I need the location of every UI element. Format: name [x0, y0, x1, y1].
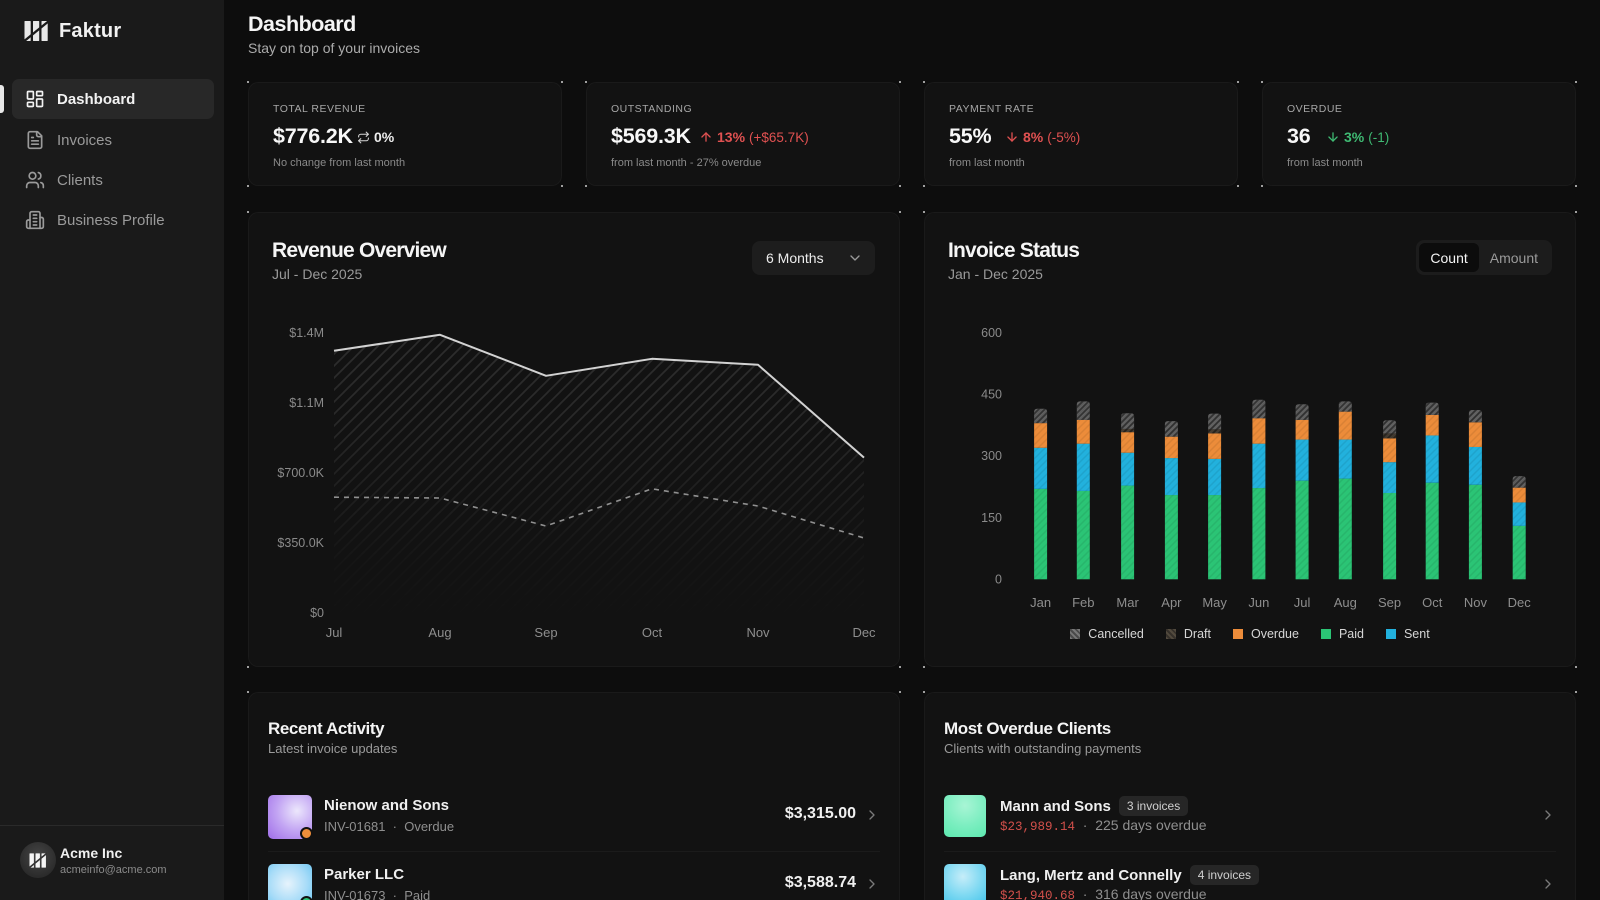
svg-text:$1.1M: $1.1M	[289, 396, 324, 410]
svg-text:Jan: Jan	[1030, 595, 1051, 610]
svg-text:Sep: Sep	[1378, 595, 1401, 610]
svg-text:Dec: Dec	[1508, 595, 1532, 610]
svg-text:Aug: Aug	[428, 625, 451, 640]
svg-text:Aug: Aug	[1334, 595, 1357, 610]
svg-text:150: 150	[981, 511, 1002, 525]
svg-text:Feb: Feb	[1072, 595, 1094, 610]
svg-text:Jul: Jul	[1294, 595, 1311, 610]
svg-text:Mar: Mar	[1116, 595, 1139, 610]
svg-text:600: 600	[981, 326, 1002, 340]
svg-text:$1.4M: $1.4M	[289, 326, 324, 340]
svg-text:450: 450	[981, 388, 1002, 402]
svg-text:$0: $0	[310, 606, 324, 620]
svg-text:Nov: Nov	[746, 625, 770, 640]
svg-text:Oct: Oct	[642, 625, 663, 640]
svg-text:Jun: Jun	[1248, 595, 1269, 610]
svg-text:Nov: Nov	[1464, 595, 1488, 610]
svg-text:0: 0	[995, 573, 1002, 587]
svg-text:Sep: Sep	[534, 625, 557, 640]
svg-text:$700.0K: $700.0K	[277, 466, 324, 480]
svg-text:Jul: Jul	[326, 625, 343, 640]
svg-text:Dec: Dec	[852, 625, 876, 640]
svg-text:Apr: Apr	[1161, 595, 1182, 610]
svg-text:300: 300	[981, 449, 1002, 463]
svg-text:$350.0K: $350.0K	[277, 536, 324, 550]
svg-text:May: May	[1202, 595, 1227, 610]
svg-text:Oct: Oct	[1422, 595, 1443, 610]
